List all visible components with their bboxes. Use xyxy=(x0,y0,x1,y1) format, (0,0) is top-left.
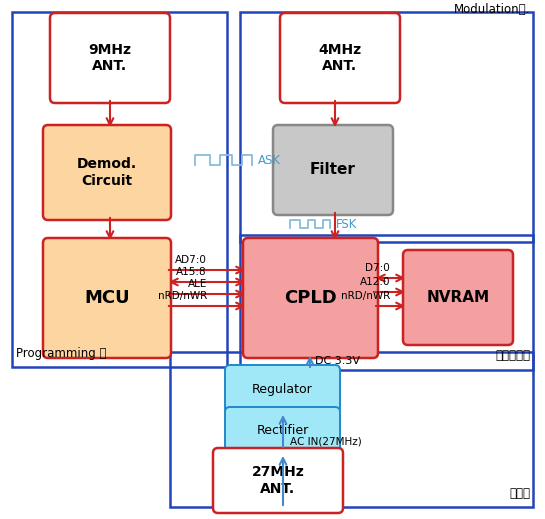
FancyBboxPatch shape xyxy=(213,448,343,513)
Text: Rectifier: Rectifier xyxy=(256,425,308,438)
Text: Modulation부.: Modulation부. xyxy=(453,3,530,16)
Text: D7:0: D7:0 xyxy=(365,263,390,273)
Text: CPLD: CPLD xyxy=(284,289,337,307)
Text: ASK: ASK xyxy=(258,154,281,167)
Text: Filter: Filter xyxy=(310,162,356,177)
FancyBboxPatch shape xyxy=(225,365,340,413)
Text: AD7:0: AD7:0 xyxy=(175,255,207,265)
Text: MCU: MCU xyxy=(84,289,130,307)
FancyBboxPatch shape xyxy=(43,125,171,220)
FancyBboxPatch shape xyxy=(243,238,378,358)
Text: 전원부: 전원부 xyxy=(509,487,530,500)
FancyBboxPatch shape xyxy=(280,13,400,103)
Text: 27MHz
ANT.: 27MHz ANT. xyxy=(252,466,304,496)
Text: nRD/nWR: nRD/nWR xyxy=(158,291,207,301)
FancyBboxPatch shape xyxy=(273,125,393,215)
FancyBboxPatch shape xyxy=(403,250,513,345)
Text: nRD/nWR: nRD/nWR xyxy=(341,291,390,301)
Text: AC IN(27MHz): AC IN(27MHz) xyxy=(290,436,362,446)
Text: 9MHz
ANT.: 9MHz ANT. xyxy=(88,43,131,73)
Text: FSK: FSK xyxy=(336,217,358,230)
Text: NVRAM: NVRAM xyxy=(426,290,489,305)
FancyBboxPatch shape xyxy=(50,13,170,103)
Text: 신호처리부: 신호처리부 xyxy=(495,349,530,362)
Text: A15:8: A15:8 xyxy=(177,267,207,277)
Text: Regulator: Regulator xyxy=(252,383,313,395)
Text: ALE: ALE xyxy=(187,279,207,289)
FancyBboxPatch shape xyxy=(225,407,340,455)
Text: Programming 부: Programming 부 xyxy=(16,347,106,360)
Text: DC 3.3V: DC 3.3V xyxy=(315,356,360,366)
Text: A12:0: A12:0 xyxy=(360,277,390,287)
FancyBboxPatch shape xyxy=(43,238,171,358)
Text: 4MHz
ANT.: 4MHz ANT. xyxy=(318,43,361,73)
Text: Demod.
Circuit: Demod. Circuit xyxy=(77,157,137,187)
